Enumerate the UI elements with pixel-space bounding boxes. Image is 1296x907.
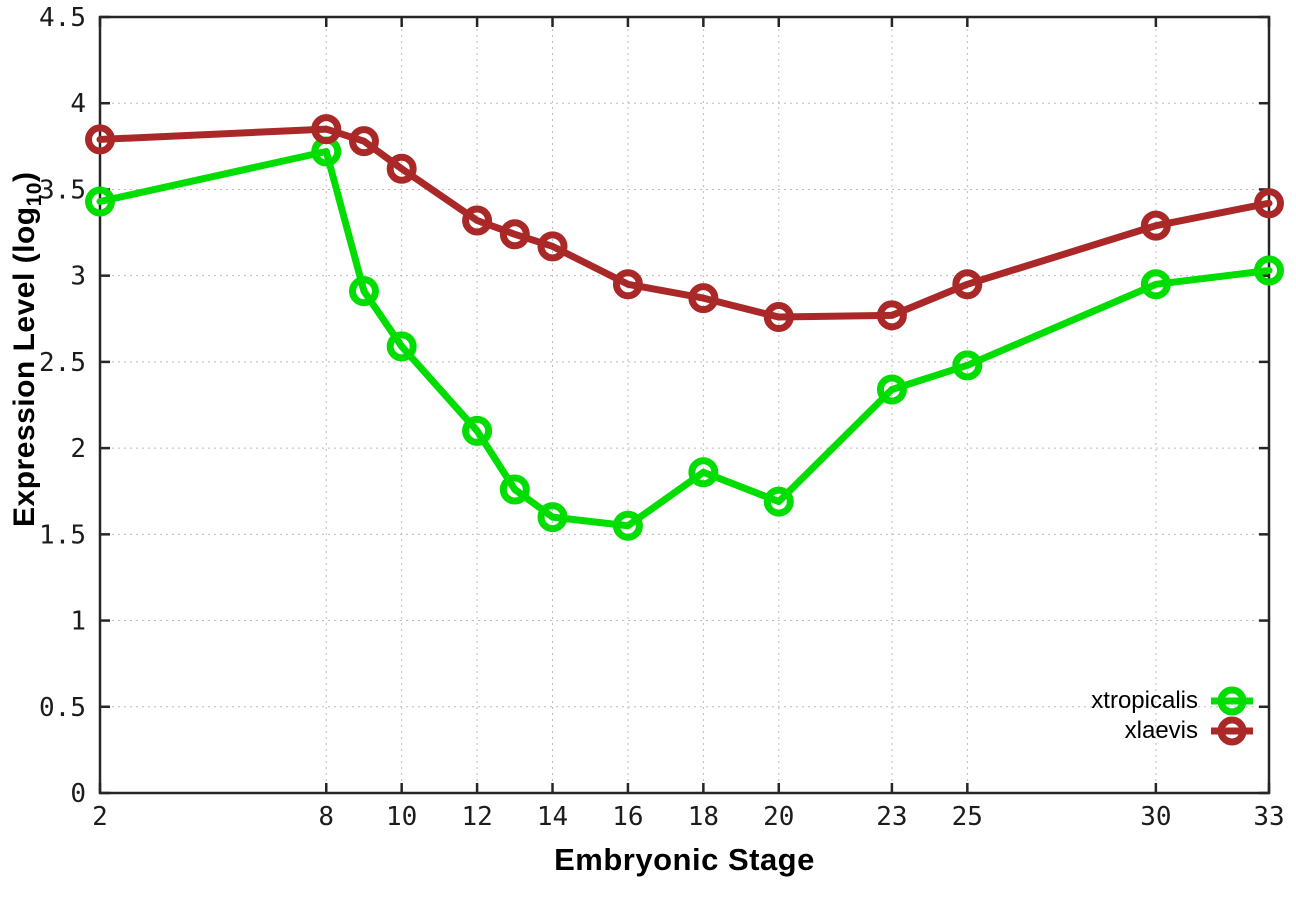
series-point-xlaevis	[612, 269, 643, 300]
series-point-xtropicalis	[952, 350, 983, 381]
y-axis-title-subscript: 10	[23, 182, 46, 207]
x-tick-label: 23	[876, 802, 907, 832]
x-tick-label: 18	[688, 802, 719, 832]
x-tick-label: 2	[92, 802, 108, 832]
x-tick-label: 14	[537, 802, 568, 832]
y-tick-label: 3	[70, 262, 86, 292]
series-point-xlaevis	[386, 153, 417, 184]
series-point-xlaevis	[1140, 210, 1171, 241]
series-point-xtropicalis	[876, 374, 907, 405]
y-tick-label: 2	[70, 434, 86, 464]
series-point-xtropicalis	[348, 276, 379, 307]
x-tick-label: 20	[763, 802, 794, 832]
series-point-xtropicalis	[537, 502, 568, 533]
series-point-xlaevis	[688, 283, 719, 314]
series-line-xlaevis	[96, 125, 1273, 321]
x-tick-label: 8	[318, 802, 334, 832]
series-point-xtropicalis	[688, 457, 719, 488]
series-point-xlaevis	[537, 231, 568, 262]
series-point-xlaevis	[348, 126, 379, 157]
series-point-xtropicalis	[85, 186, 115, 217]
legend-marker-xtropicalis	[1217, 686, 1247, 716]
series-point-xtropicalis	[462, 415, 493, 446]
y-tick-label: 3.5	[39, 175, 86, 205]
legend-row-xtropicalis: xtropicalis	[1091, 686, 1256, 716]
x-tick-label: 30	[1140, 802, 1171, 832]
series-point-xlaevis	[462, 205, 493, 236]
y-axis-title: Expression Level (log10)	[8, 172, 47, 527]
plot-border	[98, 15, 1271, 795]
legend-marker-xlaevis	[1217, 716, 1247, 746]
series-point-xtropicalis	[1140, 269, 1171, 300]
series-point-xlaevis	[952, 269, 983, 300]
legend-label-xlaevis: xlaevis	[1124, 717, 1198, 744]
y-tick-label: 2.5	[39, 348, 86, 378]
series-point-xlaevis	[876, 300, 907, 331]
series-point-xtropicalis	[612, 510, 643, 541]
legend-sample-xtropicalis	[1211, 686, 1253, 716]
legend-label-xtropicalis: xtropicalis	[1091, 687, 1198, 714]
legend: xtropicalis xlaevis	[1091, 686, 1256, 746]
x-axis-title: Embryonic Stage	[554, 842, 815, 877]
x-tick-label: 10	[386, 802, 417, 832]
series-point-xtropicalis	[1254, 255, 1284, 286]
series-point-xtropicalis	[386, 331, 417, 362]
legend-row-xlaevis: xlaevis	[1125, 716, 1256, 746]
x-tick-label: 12	[461, 802, 492, 832]
y-tick-label: 1.5	[39, 520, 86, 550]
series-point-xlaevis	[1254, 188, 1284, 219]
x-tick-label: 33	[1253, 802, 1284, 832]
legend-sample-xlaevis	[1211, 716, 1253, 746]
x-tick-label: 25	[952, 802, 983, 832]
y-axis-title-close: )	[8, 171, 41, 183]
y-tick-label: 0.5	[39, 693, 86, 723]
y-tick-label: 4.5	[39, 3, 86, 33]
series-point-xlaevis	[763, 302, 794, 333]
series-point-xtropicalis	[763, 486, 794, 517]
series-point-xlaevis	[311, 114, 342, 145]
series-point-xlaevis	[499, 219, 530, 250]
series-point-xlaevis	[85, 124, 115, 155]
series-line-xtropicalis	[96, 148, 1273, 530]
y-axis-title-main: Expression Level (log	[8, 206, 41, 527]
x-tick-label: 16	[612, 802, 643, 832]
y-tick-label: 4	[70, 89, 86, 119]
y-tick-label: 1	[70, 607, 86, 637]
series-point-xtropicalis	[499, 474, 530, 505]
y-tick-label: 0	[70, 779, 86, 809]
